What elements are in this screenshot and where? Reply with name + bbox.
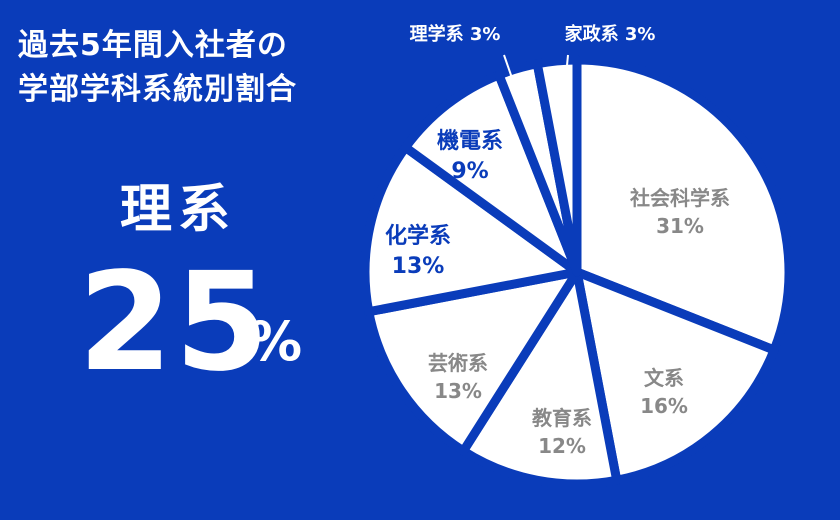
- slice-label-value-5: 13%: [392, 254, 445, 279]
- science-percentage-value: 25: [78, 244, 272, 402]
- slice-label-7: 理学系 3%: [410, 23, 501, 45]
- slice-label-value-4: 13%: [434, 379, 482, 403]
- pie-slice-8: [532, 55, 582, 277]
- slice-label-value-3: 12%: [538, 434, 586, 458]
- pie-slice-1: [572, 55, 794, 355]
- slice-label-8: 家政系 3%: [565, 23, 656, 45]
- slice-leader-line-7: [503, 54, 513, 79]
- slice-label-name-5: 化学系: [385, 223, 451, 249]
- title-line-2: 学部学科系統別割合: [18, 72, 297, 107]
- slice-label-name-2: 文系: [644, 366, 684, 390]
- slice-label-name-6: 機電系: [437, 129, 503, 154]
- slice-label-value-6: 9%: [451, 159, 488, 184]
- pie-slice-2: [572, 267, 779, 485]
- slice-label-name-1: 社会科学系: [629, 186, 730, 210]
- slice-label-value-2: 16%: [640, 394, 688, 418]
- slice-label-name-3: 教育系: [532, 406, 592, 430]
- pie-slice-4: [364, 267, 582, 456]
- chart-title: 過去5年間入社者の 学部学科系統別割合: [18, 24, 297, 112]
- slice-leader-line-8: [565, 54, 569, 77]
- science-percentage-unit: %: [248, 310, 303, 373]
- slice-label-value-1: 31%: [656, 214, 704, 238]
- title-line-1: 過去5年間入社者の: [18, 28, 288, 63]
- pie-slice-3: [458, 267, 622, 489]
- slice-label-name-4: 芸術系: [428, 351, 488, 375]
- pie-slice-5: [360, 142, 582, 317]
- science-label: 理系: [120, 180, 237, 240]
